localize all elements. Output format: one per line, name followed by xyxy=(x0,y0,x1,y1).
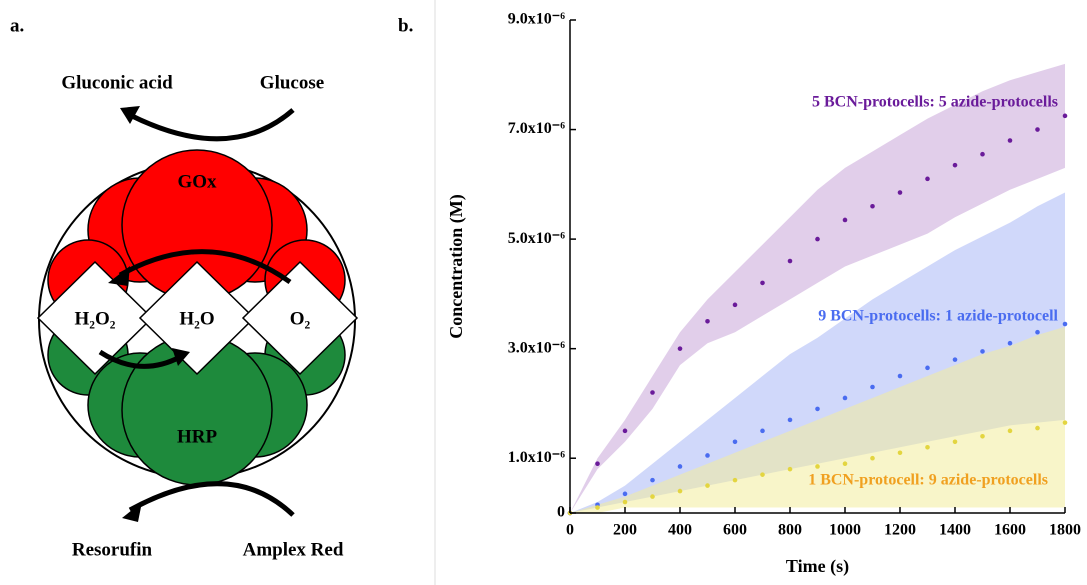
label: Amplex Red xyxy=(243,539,344,560)
point xyxy=(732,477,738,483)
panel-b: b. 0 1.0x10⁻⁶ 3.0x10⁻⁶ 5.0x10⁻⁶ 7.0x10⁻⁶ 9.0x… xyxy=(398,11,1081,577)
band xyxy=(570,63,1065,513)
label: Glucose xyxy=(260,72,324,93)
x-tick-label: 200 xyxy=(613,522,637,539)
point xyxy=(842,217,848,223)
point xyxy=(677,346,683,351)
arrow xyxy=(98,349,182,369)
point xyxy=(760,472,765,477)
point xyxy=(650,390,655,395)
arrow-head xyxy=(172,348,190,366)
arrow-head xyxy=(122,502,142,522)
point xyxy=(650,477,655,483)
y-axis-label: Concentration (M) xyxy=(446,194,467,338)
point xyxy=(760,280,765,286)
enzyme-label: HRP xyxy=(177,426,218,447)
species: H₂O₂ xyxy=(75,308,116,329)
y-tick-label: 5.0x10⁻⁶ xyxy=(508,230,565,247)
point xyxy=(595,505,600,510)
point xyxy=(870,203,875,209)
point xyxy=(815,406,820,412)
point xyxy=(732,302,738,308)
point xyxy=(870,384,875,390)
x-tick-label: 1000 xyxy=(829,522,861,539)
point xyxy=(842,461,848,467)
point xyxy=(1007,428,1013,434)
arrow-head xyxy=(108,266,130,286)
point xyxy=(677,464,683,469)
panel-label: a. xyxy=(10,15,24,36)
arrow xyxy=(128,108,295,142)
point xyxy=(677,488,683,494)
point xyxy=(622,428,628,434)
y-tick-label: 9.0x10⁻⁶ xyxy=(508,11,565,28)
enzyme-label: GOx xyxy=(177,171,217,192)
point xyxy=(952,162,958,168)
species: O₂ xyxy=(290,308,311,329)
label: Gluconic acid xyxy=(61,72,173,93)
point xyxy=(1062,321,1068,327)
arrow xyxy=(118,249,292,285)
point xyxy=(897,450,903,456)
point xyxy=(925,444,930,450)
point xyxy=(925,365,930,371)
point xyxy=(705,483,710,488)
point xyxy=(1007,340,1013,346)
point xyxy=(842,395,848,401)
y-tick-label: 7.0x10⁻⁶ xyxy=(508,120,565,137)
point xyxy=(980,434,985,439)
point xyxy=(650,494,655,499)
point xyxy=(815,464,820,469)
point xyxy=(980,349,985,354)
point xyxy=(980,151,985,157)
point xyxy=(760,428,765,434)
series-label: 5 BCN-protocells: 5 azide-protocells xyxy=(812,94,1058,111)
point xyxy=(1062,113,1068,119)
point xyxy=(897,373,903,379)
point xyxy=(622,491,628,497)
point xyxy=(1035,127,1040,132)
series-label: 1 BCN-protocell: 9 azide-protocells xyxy=(808,472,1048,489)
arrow xyxy=(128,481,295,517)
point xyxy=(787,258,793,264)
y-tick-label: 0 xyxy=(557,504,565,521)
x-tick-label: 400 xyxy=(668,522,692,539)
band xyxy=(570,326,1065,513)
point xyxy=(952,357,958,362)
diamonds xyxy=(36,260,359,376)
x-tick-label: 1600 xyxy=(994,522,1026,539)
y-tick-label: 3.0x10⁻⁶ xyxy=(508,339,565,356)
point xyxy=(1035,425,1040,431)
x-tick-label: 800 xyxy=(778,522,802,539)
point xyxy=(952,439,958,445)
point xyxy=(622,499,628,505)
panel-a: a. Gluconic acid Glucose GOx HRP H₂O₂ H₂ xyxy=(10,15,359,560)
point xyxy=(1007,138,1013,143)
label: Resorufin xyxy=(72,539,153,560)
x-tick-label: 1200 xyxy=(884,522,916,539)
point xyxy=(815,236,820,242)
point xyxy=(705,453,710,458)
point xyxy=(787,466,793,472)
y-tick-label: 1.0x10⁻⁶ xyxy=(508,449,565,466)
species: H₂O xyxy=(179,308,214,329)
point xyxy=(870,455,875,461)
point xyxy=(1035,329,1040,335)
x-tick-label: 600 xyxy=(723,522,747,539)
point xyxy=(787,417,793,423)
x-axis-label: Time (s) xyxy=(786,556,849,577)
panel-label: b. xyxy=(398,15,413,36)
x-tick-label: 0 xyxy=(566,522,574,539)
point xyxy=(705,318,710,324)
point xyxy=(1062,420,1068,425)
x-tick-label: 1400 xyxy=(939,522,971,539)
arrow-head xyxy=(120,106,140,124)
x-tick-label: 1800 xyxy=(1049,522,1081,539)
point xyxy=(595,461,600,467)
point xyxy=(925,176,930,182)
point xyxy=(732,439,738,445)
point xyxy=(897,190,903,195)
series-label: 9 BCN-protocells: 1 azide-protocell xyxy=(818,308,1058,325)
